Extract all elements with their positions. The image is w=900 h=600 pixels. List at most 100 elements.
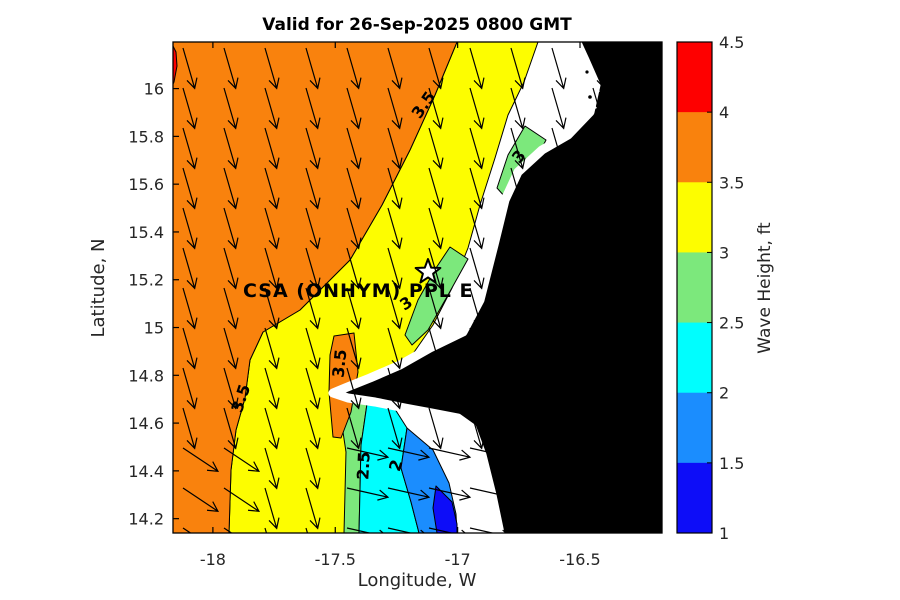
wave-direction-arrow — [346, 247, 362, 290]
wave-direction-arrow — [305, 407, 321, 450]
colorbar-segment — [677, 322, 712, 394]
wave-direction-arrow — [387, 47, 403, 90]
colorbar-tick-label: 3.5 — [719, 173, 744, 192]
wave-direction-arrow — [510, 367, 526, 410]
wave-direction-arrow — [469, 47, 485, 90]
wave-direction-arrow — [510, 87, 526, 130]
wave-direction-arrow — [551, 47, 567, 90]
wave-direction-arrow — [592, 247, 608, 290]
wave-direction-arrow — [305, 87, 321, 130]
wave-direction-arrow — [428, 247, 444, 290]
wave-direction-arrow — [387, 487, 431, 501]
star-icon — [414, 258, 442, 284]
estuary-inlet — [573, 55, 600, 114]
colorbar-tick-label: 1.5 — [719, 454, 744, 473]
colorbar-tick-label: 2.5 — [719, 314, 744, 333]
wave-direction-arrow — [551, 287, 567, 330]
contour-value-label: 2 — [385, 457, 406, 473]
wave-direction-arrow — [592, 487, 636, 501]
wave-direction-arrow — [264, 87, 280, 130]
wave-direction-arrow — [346, 127, 362, 170]
wave-direction-arrow — [182, 407, 198, 450]
wave-direction-arrow — [264, 167, 280, 210]
wave-direction-arrow — [469, 247, 485, 290]
colorbar-tick-label: 3 — [719, 243, 729, 262]
wave-direction-arrow — [633, 87, 649, 130]
wave-direction-arrow — [223, 287, 239, 330]
wave-direction-arrow — [223, 367, 239, 410]
wave-direction-arrow — [510, 247, 526, 290]
wave-direction-arrow — [510, 287, 526, 330]
wave-direction-arrow — [387, 207, 403, 250]
wave-direction-arrow — [428, 47, 444, 90]
wave-direction-arrow — [633, 487, 662, 495]
wave-direction-arrow — [182, 287, 198, 330]
wave-direction-arrow — [469, 167, 485, 210]
wave-direction-arrow — [346, 47, 362, 90]
x-axis-label: Longitude, W — [358, 570, 477, 591]
wave-direction-arrow — [346, 287, 362, 330]
wave-direction-arrow — [428, 447, 472, 461]
wave-direction-arrow — [592, 127, 608, 170]
wave-direction-arrow — [592, 287, 608, 330]
wave-direction-arrow — [592, 87, 608, 130]
wave-direction-arrow — [387, 327, 403, 370]
wave-direction-arrow — [264, 367, 280, 410]
wave-direction-arrow — [223, 487, 261, 513]
wave-direction-arrow — [387, 167, 403, 210]
wave-direction-arrow — [305, 287, 321, 330]
y-tick-label: 15 — [144, 319, 164, 338]
axis-ticks: -18 -17.5 -17 -16.5 16 15.8 15.6 15.4 15.2 15 14.8… — [128, 42, 662, 569]
wave-direction-arrow — [592, 47, 608, 90]
x-tick-label: -16.5 — [559, 550, 600, 569]
wave-direction-arrow — [387, 287, 403, 330]
wave-direction-arrow — [346, 167, 362, 210]
wave-direction-arrow — [182, 87, 198, 130]
wave-direction-arrow — [346, 207, 362, 250]
wave-direction-arrow — [469, 327, 485, 370]
y-tick-label: 15.8 — [128, 127, 164, 146]
wave-direction-arrow — [551, 207, 567, 250]
wave-direction-arrow — [551, 407, 567, 450]
wave-direction-arrow — [182, 167, 198, 210]
colorbar-segment — [677, 182, 712, 253]
wave-direction-arrow — [305, 247, 321, 290]
wave-direction-arrow — [428, 87, 444, 130]
wave-direction-arrow — [469, 367, 485, 410]
region-darkblue-1-1.5ft — [432, 485, 458, 533]
wave-direction-arrow — [305, 167, 321, 210]
contour-value-label: 2.5 — [353, 451, 373, 480]
wave-direction-arrow — [305, 327, 321, 370]
wave-direction-arrow — [633, 207, 649, 250]
wave-direction-arrow — [592, 207, 608, 250]
wave-direction-arrow — [510, 207, 526, 250]
wave-direction-arrow — [510, 407, 526, 450]
y-tick-label: 16 — [144, 80, 164, 99]
colorbar-tick-label: 2 — [719, 384, 729, 403]
wave-direction-arrow — [633, 447, 662, 455]
wave-direction-arrow — [633, 407, 649, 450]
wave-direction-arrow — [387, 447, 431, 461]
wave-direction-arrow — [387, 87, 403, 130]
wave-direction-arrow — [551, 327, 567, 370]
wave-direction-arrow — [264, 247, 280, 290]
wave-direction-arrow — [428, 167, 444, 210]
wave-direction-arrow — [264, 127, 280, 170]
wave-direction-arrow — [469, 487, 513, 501]
wave-direction-arrow — [469, 127, 485, 170]
colorbar-segment — [677, 112, 712, 183]
quiver-arrows — [182, 47, 662, 533]
wave-direction-arrow — [346, 407, 362, 450]
wave-direction-arrow — [551, 447, 595, 461]
y-tick-label: 15.2 — [128, 271, 164, 290]
site-label: CSA (ONHYM) PPL E — [243, 280, 473, 302]
colorbar-tick-label: 4 — [719, 103, 729, 122]
axes: -18 -17.5 -17 -16.5 16 15.8 15.6 15.4 15.2 15 14.8… — [88, 15, 663, 591]
wave-direction-arrow — [346, 487, 390, 501]
wave-direction-arrow — [551, 487, 595, 501]
wave-direction-arrow — [223, 127, 239, 170]
y-tick-label: 14.2 — [128, 510, 164, 529]
wave-direction-arrow — [182, 367, 198, 410]
wave-direction-arrow — [346, 367, 362, 410]
